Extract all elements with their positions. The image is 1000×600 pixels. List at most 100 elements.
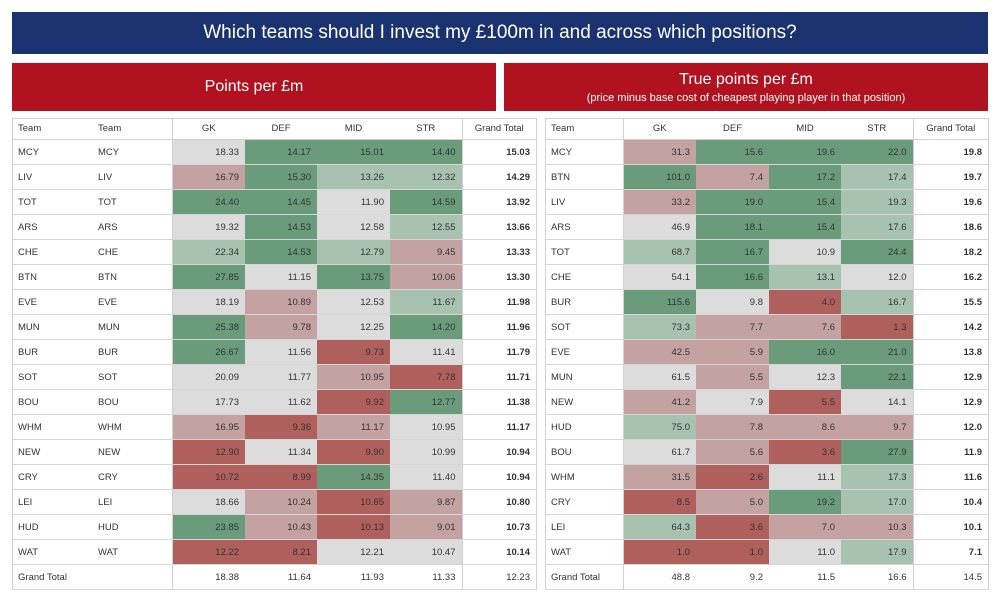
value-cell: 7.7 — [696, 314, 769, 340]
value-cell: 24.40 — [171, 189, 245, 215]
team-cell: MUN — [12, 314, 92, 340]
table-row: ARS 46.9 18.1 15.4 17.6 18.6 — [545, 214, 988, 240]
value-cell: 10.95 — [390, 414, 462, 440]
column-header: Team — [12, 118, 92, 140]
team-cell: BOU — [12, 389, 92, 415]
grand-total-value: 48.8 — [622, 564, 696, 590]
team-cell: SOT — [92, 364, 172, 390]
value-cell: 13.75 — [317, 264, 390, 290]
table-row: TOT TOT 24.40 14.45 11.90 14.59 13.92 — [12, 189, 536, 215]
team-cell: ARS — [545, 214, 623, 240]
value-cell: 17.2 — [769, 164, 841, 190]
team-cell: MCY — [545, 139, 623, 165]
value-cell: 11.0 — [769, 539, 841, 565]
value-cell: 11.77 — [245, 364, 317, 390]
value-cell: 8.99 — [245, 464, 317, 490]
team-cell: NEW — [92, 439, 172, 465]
value-cell: 19.3 — [841, 189, 913, 215]
value-cell: 20.09 — [171, 364, 245, 390]
grand-total-cell: 12.9 — [912, 389, 988, 415]
value-cell: 54.1 — [622, 264, 696, 290]
team-cell: MCY — [12, 139, 92, 165]
value-cell: 31.5 — [622, 464, 696, 490]
team-cell: BUR — [92, 339, 172, 365]
team-cell: TOT — [545, 239, 623, 265]
value-cell: 10.24 — [245, 489, 317, 515]
grand-total-value: 11.64 — [245, 564, 317, 590]
table-row: HUD HUD 23.85 10.43 10.13 9.01 10.73 — [12, 514, 536, 540]
value-cell: 14.53 — [245, 239, 317, 265]
grand-total-cell: 11.17 — [461, 414, 536, 440]
value-cell: 12.90 — [171, 439, 245, 465]
table-row: CRY CRY 10.72 8.99 14.35 11.40 10.94 — [12, 464, 536, 490]
value-cell: 19.32 — [171, 214, 245, 240]
table-row: WHM WHM 16.95 9.36 11.17 10.95 11.17 — [12, 414, 536, 440]
column-header: DEF — [696, 118, 769, 140]
value-cell: 10.72 — [171, 464, 245, 490]
value-cell: 11.62 — [245, 389, 317, 415]
value-cell: 19.6 — [769, 139, 841, 165]
value-cell: 10.99 — [390, 439, 462, 465]
value-cell: 1.0 — [622, 539, 696, 565]
value-cell: 18.33 — [171, 139, 245, 165]
table-row: BOU 61.7 5.6 3.6 27.9 11.9 — [545, 439, 988, 465]
value-cell: 9.7 — [841, 414, 913, 440]
table-row: BUR 115.6 9.8 4.0 16.7 15.5 — [545, 289, 988, 315]
value-cell: 17.3 — [841, 464, 913, 490]
table-row: WHM 31.5 2.6 11.1 17.3 11.6 — [545, 464, 988, 490]
grand-total-cell: 19.7 — [912, 164, 988, 190]
team-cell: BOU — [545, 439, 623, 465]
grand-total-cell: 15.5 — [912, 289, 988, 315]
team-cell: WHM — [545, 464, 623, 490]
grand-total-cell: 10.1 — [912, 514, 988, 540]
value-cell: 21.0 — [841, 339, 913, 365]
value-cell: 11.56 — [245, 339, 317, 365]
team-cell: WHM — [12, 414, 92, 440]
value-cell: 15.4 — [769, 214, 841, 240]
value-cell: 12.22 — [171, 539, 245, 565]
value-cell: 14.59 — [390, 189, 462, 215]
team-cell: BUR — [545, 289, 623, 315]
team-cell: HUD — [12, 514, 92, 540]
table-row: MCY MCY 18.33 14.17 15.01 14.40 15.03 — [12, 139, 536, 165]
value-cell: 12.21 — [317, 539, 390, 565]
grand-total-cell: 11.96 — [461, 314, 536, 340]
table-row: SOT 73.3 7.7 7.6 1.3 14.2 — [545, 314, 988, 340]
value-cell: 5.0 — [696, 489, 769, 515]
team-cell: HUD — [92, 514, 172, 540]
table-row: LEI LEI 18.66 10.24 10.65 9.87 10.80 — [12, 489, 536, 515]
value-cell: 10.89 — [245, 289, 317, 315]
value-cell: 11.41 — [390, 339, 462, 365]
value-cell: 101.0 — [622, 164, 696, 190]
value-cell: 61.7 — [622, 439, 696, 465]
table-row: SOT SOT 20.09 11.77 10.95 7.78 11.71 — [12, 364, 536, 390]
team-cell: EVE — [12, 289, 92, 315]
value-cell: 12.77 — [390, 389, 462, 415]
value-cell: 7.78 — [390, 364, 462, 390]
team-cell: MUN — [545, 364, 623, 390]
value-cell: 33.2 — [622, 189, 696, 215]
points-per-m-header: Points per £m — [12, 63, 496, 111]
team-cell: MCY — [92, 139, 172, 165]
grand-total-cell: 10.4 — [912, 489, 988, 515]
value-cell: 10.43 — [245, 514, 317, 540]
value-cell: 11.15 — [245, 264, 317, 290]
team-cell: EVE — [545, 339, 623, 365]
team-cell: SOT — [12, 364, 92, 390]
value-cell: 41.2 — [622, 389, 696, 415]
true-points-per-m-header: True points per £m (price minus base cos… — [504, 63, 988, 111]
value-cell: 12.53 — [317, 289, 390, 315]
table-row: CHE 54.1 16.6 13.1 12.0 16.2 — [545, 264, 988, 290]
value-cell: 9.73 — [317, 339, 390, 365]
value-cell: 1.0 — [696, 539, 769, 565]
table-row: LIV 33.2 19.0 15.4 19.3 19.6 — [545, 189, 988, 215]
grand-total-cell: 11.9 — [912, 439, 988, 465]
team-cell: LEI — [12, 489, 92, 515]
value-cell: 17.9 — [841, 539, 913, 565]
table-row: ARS ARS 19.32 14.53 12.58 12.55 13.66 — [12, 214, 536, 240]
table-row: BOU BOU 17.73 11.62 9.92 12.77 11.38 — [12, 389, 536, 415]
grand-total-cell: 19.6 — [912, 189, 988, 215]
value-cell: 27.85 — [171, 264, 245, 290]
value-cell: 16.79 — [171, 164, 245, 190]
table-row: BTN BTN 27.85 11.15 13.75 10.06 13.30 — [12, 264, 536, 290]
